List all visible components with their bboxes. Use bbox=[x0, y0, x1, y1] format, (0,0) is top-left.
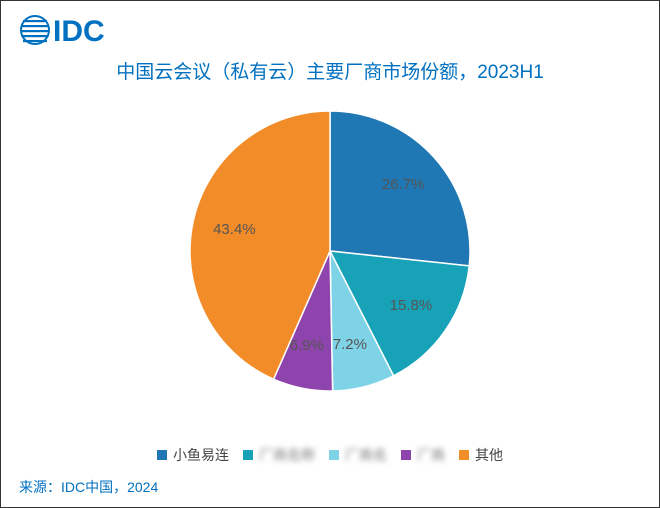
legend-item-2: 厂商名 bbox=[329, 445, 387, 465]
pie-chart bbox=[1, 111, 659, 391]
chart-card: IDC 中国云会议（私有云）主要厂商市场份额，2023H1 26.7% 15.8%… bbox=[0, 0, 660, 508]
legend-label-0: 小鱼易连 bbox=[173, 445, 229, 465]
source-line: 来源：IDC中国，2024 bbox=[19, 477, 158, 497]
chart-title: 中国云会议（私有云）主要厂商市场份额，2023H1 bbox=[1, 57, 659, 84]
idc-logo: IDC bbox=[19, 11, 129, 54]
legend-swatch-2 bbox=[329, 450, 339, 460]
pie-label-1: 15.8% bbox=[390, 297, 433, 314]
pie-label-0: 26.7% bbox=[382, 176, 425, 193]
legend-item-3: 厂商 bbox=[401, 445, 445, 465]
legend-item-4: 其他 bbox=[459, 445, 503, 465]
legend-item-1: 厂商名称 bbox=[243, 445, 315, 465]
pie-label-2: 7.2% bbox=[333, 336, 367, 353]
legend: 小鱼易连 厂商名称 厂商名 厂商 其他 bbox=[1, 445, 659, 465]
legend-label-2: 厂商名 bbox=[345, 445, 387, 465]
legend-label-3: 厂商 bbox=[417, 445, 445, 465]
legend-swatch-0 bbox=[157, 450, 167, 460]
legend-label-1: 厂商名称 bbox=[259, 445, 315, 465]
pie-label-4: 43.4% bbox=[213, 221, 256, 238]
legend-item-0: 小鱼易连 bbox=[157, 445, 229, 465]
legend-swatch-1 bbox=[243, 450, 253, 460]
legend-swatch-3 bbox=[401, 450, 411, 460]
pie-label-3: 6.9% bbox=[290, 337, 324, 354]
legend-label-4: 其他 bbox=[475, 445, 503, 465]
legend-swatch-4 bbox=[459, 450, 469, 460]
idc-logo-svg: IDC bbox=[19, 11, 129, 49]
pie-svg bbox=[190, 111, 470, 391]
idc-logo-text: IDC bbox=[53, 15, 105, 48]
